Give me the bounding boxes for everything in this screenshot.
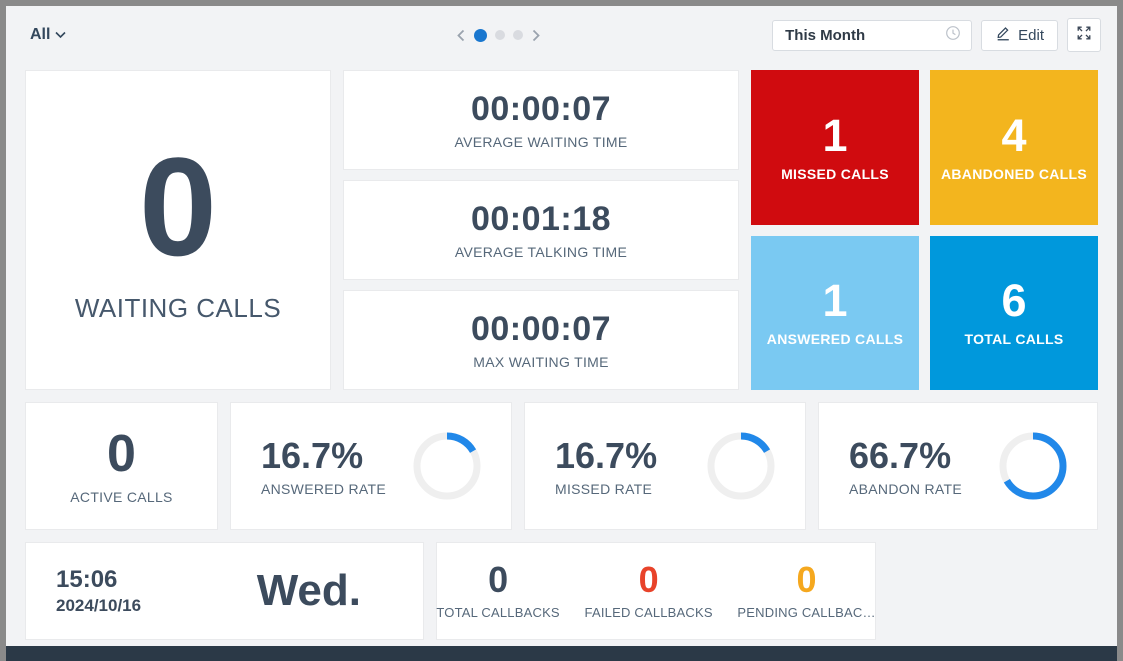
- date-range-value: This Month: [785, 26, 866, 44]
- failed-callbacks-value: 0: [638, 559, 659, 600]
- answered-rate-value: 16.7%: [261, 435, 364, 476]
- pending-callbacks-value: 0: [796, 559, 817, 600]
- answered-rate-card: 16.7% ANSWERED RATE: [230, 402, 512, 530]
- max-waiting-time-card: 00:00:07 MAX WAITING TIME: [343, 290, 739, 390]
- average-talking-time-value: 00:01:18: [470, 200, 612, 238]
- missed-rate-donut-chart: [707, 432, 775, 500]
- total-callbacks-value: 0: [488, 559, 509, 600]
- expand-icon: [1076, 25, 1092, 45]
- answered-calls-label: ANSWERED CALLS: [766, 331, 904, 348]
- pending-callbacks-stat: 0 PENDING CALLBAC…: [737, 559, 876, 621]
- header-actions: This Month Edit: [772, 18, 1101, 52]
- total-calls-tile: 6 TOTAL CALLS: [930, 235, 1098, 390]
- clock-card: 15:06 2024/10/16 Wed.: [25, 542, 424, 640]
- abandon-rate-label: ABANDON RATE: [849, 481, 963, 497]
- abandon-rate-card: 66.7% ABANDON RATE: [818, 402, 1098, 530]
- failed-callbacks-stat: 0 FAILED CALLBACKS: [584, 559, 713, 621]
- page-dot-1[interactable]: [474, 28, 487, 42]
- current-date: 2024/10/16: [56, 596, 142, 615]
- missed-rate-label: MISSED RATE: [555, 481, 653, 497]
- queue-filter-dropdown[interactable]: All: [30, 26, 67, 44]
- average-talking-time-card: 00:01:18 AVERAGE TALKING TIME: [343, 180, 739, 280]
- active-calls-card: 0 ACTIVE CALLS: [25, 402, 218, 530]
- answered-rate-label: ANSWERED RATE: [261, 481, 386, 497]
- average-waiting-time-value: 00:00:07: [470, 90, 612, 128]
- max-waiting-time-value: 00:00:07: [470, 310, 612, 348]
- abandoned-calls-tile: 4 ABANDONED CALLS: [930, 70, 1098, 225]
- average-talking-time-label: AVERAGE TALKING TIME: [454, 244, 628, 260]
- page-carousel-controls: [456, 6, 541, 64]
- average-waiting-time-card: 00:00:07 AVERAGE WAITING TIME: [343, 70, 739, 170]
- max-waiting-time-label: MAX WAITING TIME: [473, 354, 609, 370]
- edit-button-label: Edit: [1018, 26, 1044, 44]
- missed-rate-card: 16.7% MISSED RATE: [524, 402, 806, 530]
- missed-rate-value: 16.7%: [555, 435, 658, 476]
- total-calls-value: 6: [1001, 275, 1027, 327]
- abandoned-calls-value: 4: [1001, 109, 1027, 161]
- dashboard-window: All This Month: [6, 6, 1117, 646]
- missed-calls-tile: 1 MISSED CALLS: [751, 70, 919, 225]
- page-dot-3[interactable]: [513, 30, 523, 40]
- waiting-calls-label: WAITING CALLS: [74, 292, 282, 323]
- failed-callbacks-label: FAILED CALLBACKS: [584, 605, 713, 620]
- missed-calls-label: MISSED CALLS: [781, 165, 889, 182]
- pencil-icon: [995, 25, 1011, 45]
- total-callbacks-label: TOTAL CALLBACKS: [436, 605, 560, 620]
- abandon-rate-value: 66.7%: [849, 435, 952, 476]
- waiting-calls-card: 0 WAITING CALLS: [25, 70, 331, 390]
- callbacks-card: 0 TOTAL CALLBACKS 0 FAILED CALLBACKS 0 P…: [436, 542, 876, 640]
- pending-callbacks-label: PENDING CALLBAC…: [737, 605, 876, 620]
- bottom-edge-bar: [6, 646, 1117, 661]
- current-weekday: Wed.: [256, 566, 361, 615]
- chevron-down-icon: [55, 26, 67, 44]
- page-dot-2[interactable]: [495, 30, 505, 40]
- clock-time-block: 15:06 2024/10/16: [56, 566, 141, 616]
- dashboard-grid: 0 WAITING CALLS 00:00:07 AVERAGE WAITING…: [6, 64, 1117, 640]
- abandon-rate-donut-chart: [999, 432, 1067, 500]
- active-calls-label: ACTIVE CALLS: [70, 488, 173, 505]
- waiting-calls-value: 0: [139, 127, 217, 285]
- abandoned-calls-label: ABANDONED CALLS: [940, 165, 1088, 182]
- page-dots: [474, 28, 523, 42]
- edit-button[interactable]: Edit: [981, 19, 1058, 51]
- missed-calls-value: 1: [822, 109, 848, 161]
- header-bar: All This Month: [6, 6, 1117, 64]
- total-callbacks-stat: 0 TOTAL CALLBACKS: [436, 559, 560, 621]
- clock-icon: [945, 25, 961, 46]
- active-calls-value: 0: [107, 424, 136, 483]
- current-time: 15:06: [56, 566, 118, 593]
- total-calls-label: TOTAL CALLS: [964, 331, 1064, 348]
- queue-filter-label: All: [30, 26, 51, 43]
- chevron-left-icon[interactable]: [456, 29, 465, 42]
- answered-calls-tile: 1 ANSWERED CALLS: [751, 235, 919, 390]
- answered-calls-value: 1: [822, 275, 848, 327]
- average-waiting-time-label: AVERAGE WAITING TIME: [454, 134, 628, 150]
- fullscreen-button[interactable]: [1067, 18, 1101, 52]
- answered-rate-donut-chart: [413, 432, 481, 500]
- chevron-right-icon[interactable]: [532, 29, 541, 42]
- date-range-input[interactable]: This Month: [772, 19, 973, 51]
